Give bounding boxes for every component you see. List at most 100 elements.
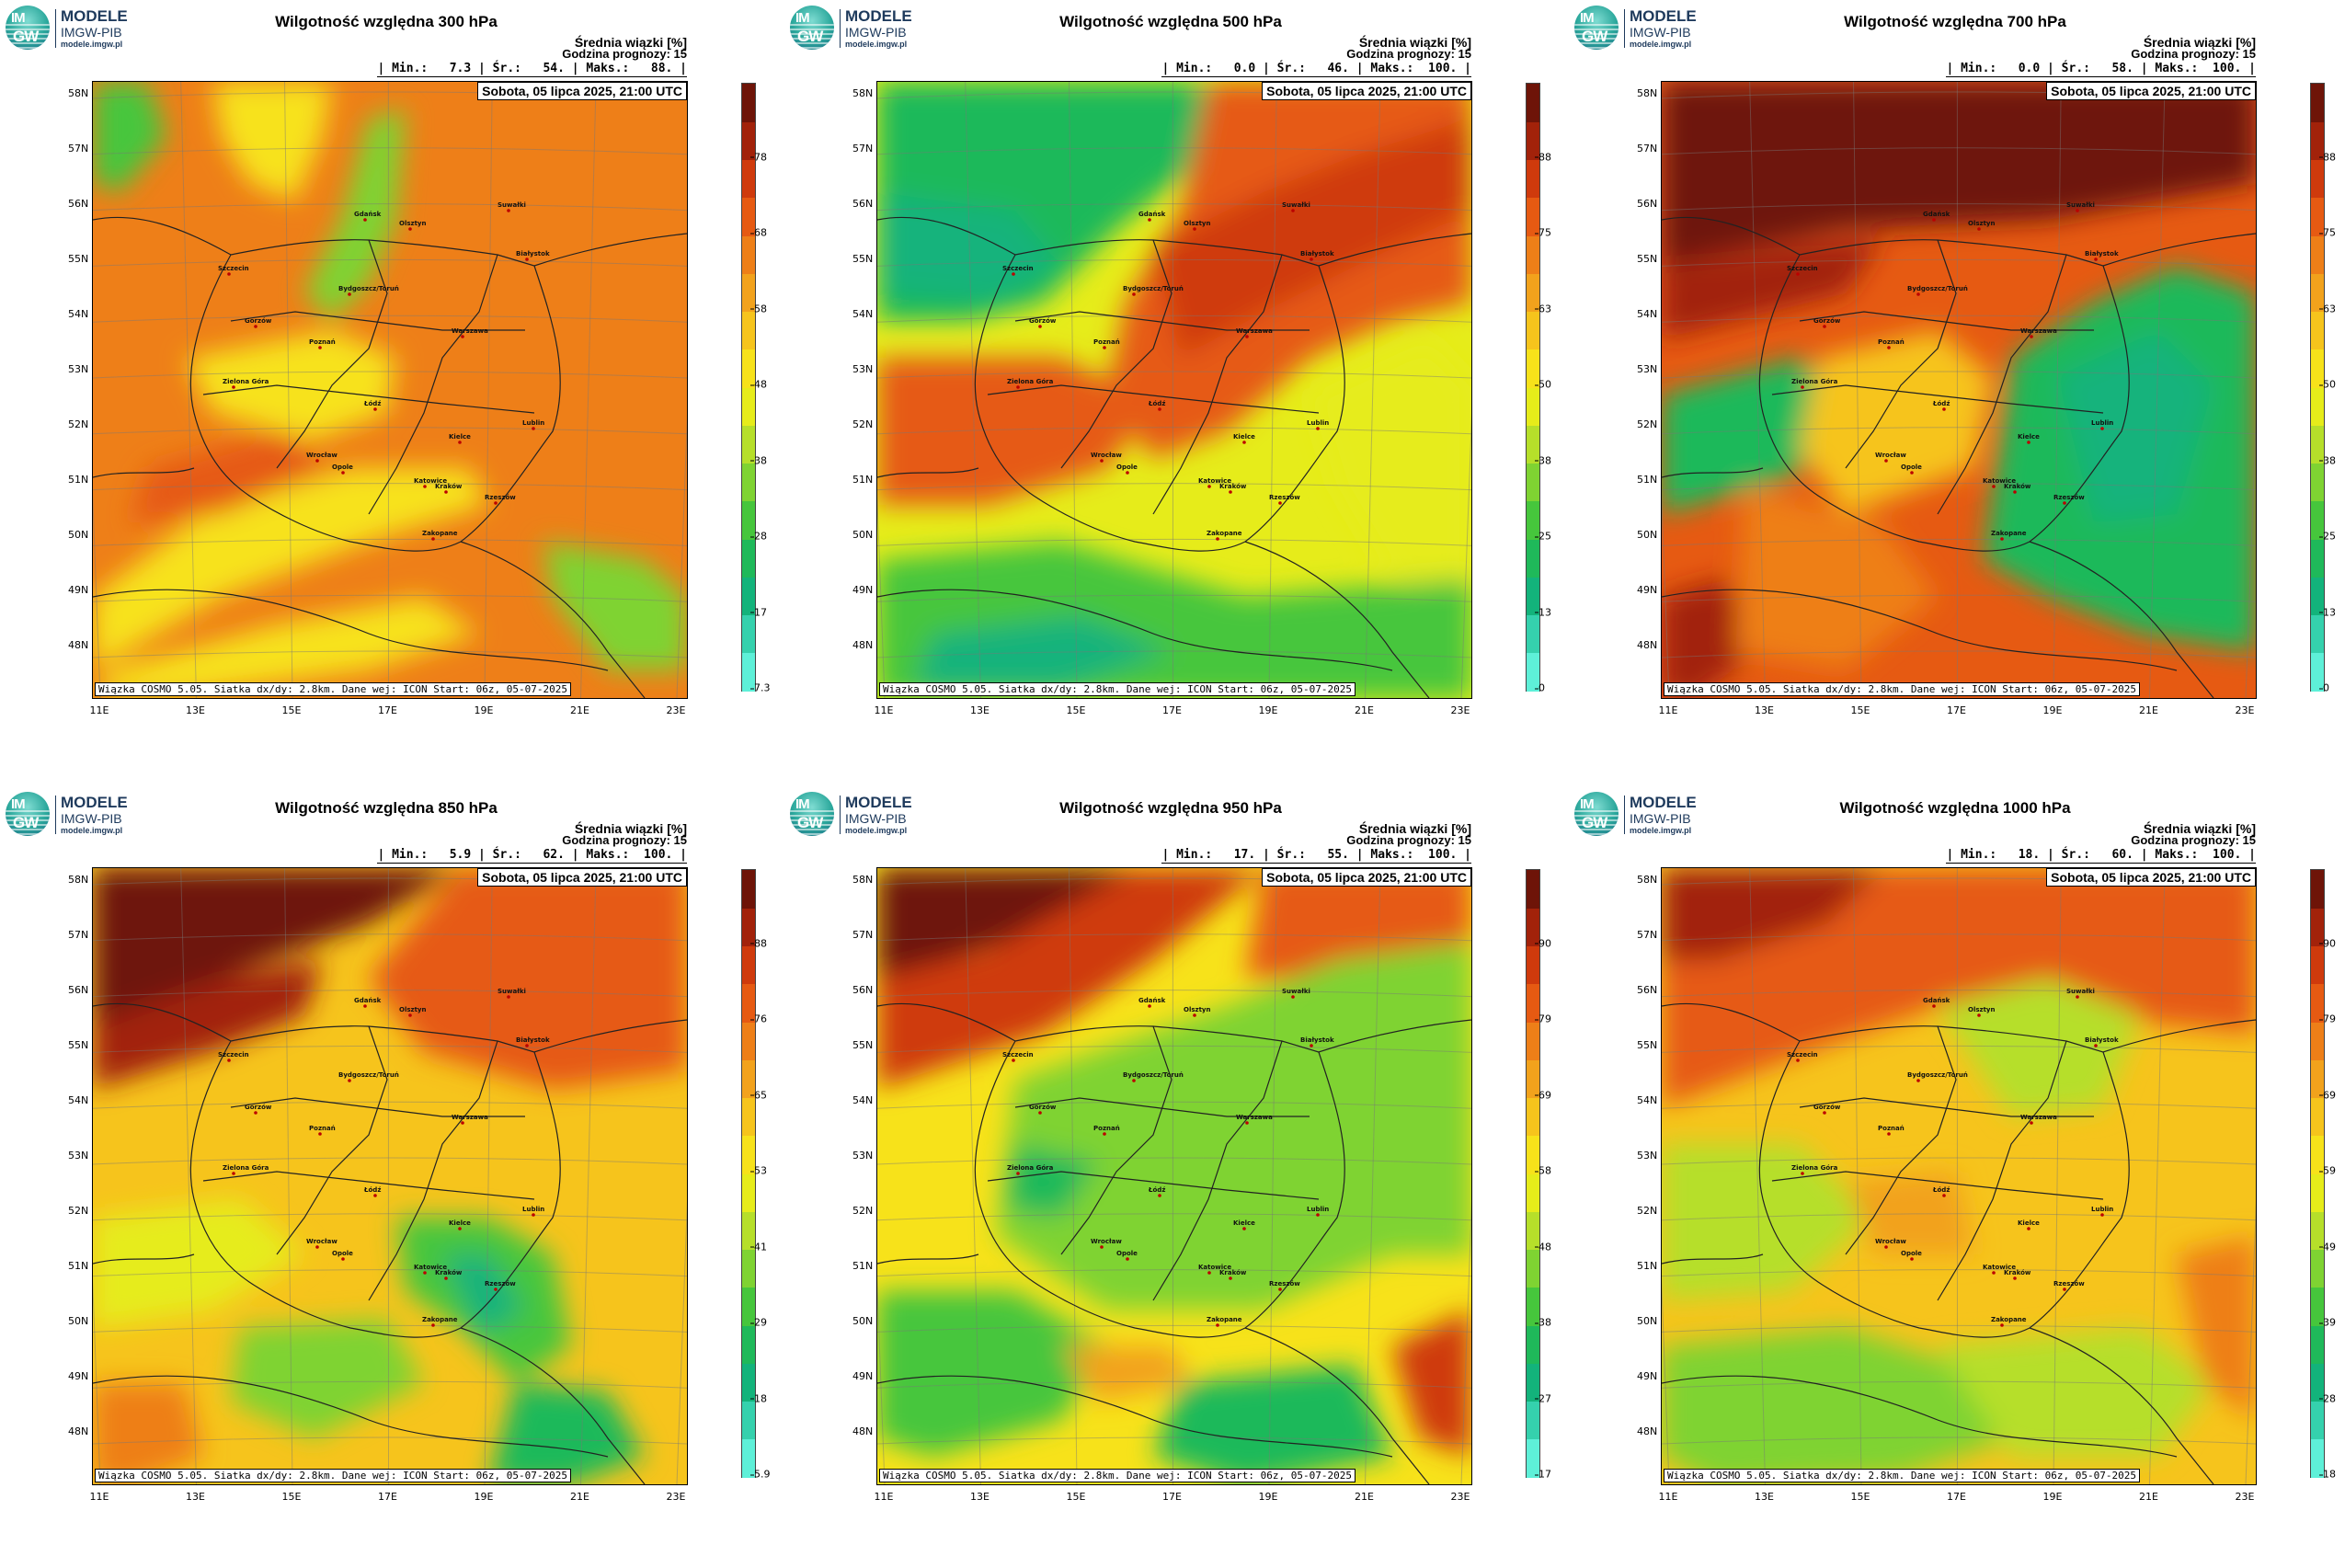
lat-label: 56N: [852, 984, 873, 996]
lat-label: 51N: [852, 474, 873, 486]
city-label: Białystok: [1300, 1036, 1334, 1044]
colorbar-segment: [742, 349, 755, 388]
colorbar-segment: [742, 425, 755, 464]
city-marker: [1910, 1257, 1914, 1261]
city-marker: [254, 1111, 257, 1115]
lat-label: 55N: [852, 1039, 873, 1051]
lat-label: 55N: [1637, 253, 1657, 265]
lon-label: 15E: [1851, 1491, 1870, 1503]
colorbar-segment: [742, 312, 755, 350]
panel-title: Wilgotność względna 850 hPa: [184, 799, 589, 818]
city-label: Suwałki: [1282, 988, 1310, 995]
colorbar-segment: [1527, 425, 1539, 464]
colorbar-tick: 38: [2323, 454, 2336, 466]
lon-label: 15E: [1067, 1491, 1086, 1503]
lat-label: 54N: [1637, 1094, 1657, 1106]
colorbar-tick: 38: [1539, 1317, 1551, 1329]
lon-label: 17E: [1947, 1491, 1966, 1503]
map-panel-5: IM GW MODELE IMGW-PIB modele.imgw.pl Wil…: [1569, 786, 2345, 1568]
colorbar-segment: [2311, 908, 2324, 946]
colorbar-tick: 78: [754, 151, 767, 163]
colorbar-segment: [742, 1439, 755, 1478]
lon-label: 11E: [875, 704, 894, 716]
city-marker: [1884, 459, 1888, 463]
colorbar-segment: [1527, 1288, 1539, 1326]
city-marker: [1158, 1194, 1161, 1197]
city-marker: [1992, 1271, 1996, 1275]
city-marker: [1823, 325, 1826, 328]
logo-subtitle: IMGW-PIB: [1630, 25, 1691, 40]
city-marker: [1148, 218, 1151, 222]
model-info: Wiązka COSMO 5.05. Siatka dx/dy: 2.8km. …: [1664, 682, 2140, 696]
city-marker: [363, 1004, 367, 1008]
lon-label: 15E: [1067, 704, 1086, 716]
lat-label: 52N: [1637, 1205, 1657, 1217]
lat-label: 53N: [852, 1150, 873, 1162]
forecast-hour-label: Godzina prognozy: 15: [562, 833, 687, 847]
city-marker: [1932, 1004, 1936, 1008]
city-label: Poznań: [1093, 1125, 1120, 1132]
colorbar-segment: [2311, 653, 2324, 692]
city-label: Gorzów: [245, 317, 272, 325]
logo-url: modele.imgw.pl: [845, 826, 907, 835]
colorbar-segment: [2311, 1439, 2324, 1478]
imgw-logo: IM GW MODELE IMGW-PIB modele.imgw.pl: [1574, 792, 1722, 838]
lat-label: 52N: [68, 418, 88, 430]
city-marker: [1126, 1257, 1129, 1261]
lat-label: 48N: [852, 1425, 873, 1437]
city-marker: [2030, 335, 2033, 338]
colorbar-segment: [1527, 1402, 1539, 1440]
colorbar-tick: 79: [2323, 1013, 2336, 1025]
city-marker: [1887, 346, 1891, 349]
city-marker: [2027, 441, 2030, 444]
city-marker: [1012, 1059, 1015, 1062]
lat-label: 58N: [852, 87, 873, 99]
colorbar-segment: [742, 160, 755, 199]
lat-label: 49N: [852, 584, 873, 596]
lon-label: 13E: [186, 1491, 205, 1503]
model-info: Wiązka COSMO 5.05. Siatka dx/dy: 2.8km. …: [879, 682, 1356, 696]
colorbar-tick: 29: [754, 1317, 767, 1329]
city-label: Rzeszów: [2053, 494, 2085, 501]
panel-title: Wilgotność względna 500 hPa: [968, 13, 1373, 31]
city-label: Gdańsk: [1923, 211, 1950, 218]
city-marker: [1216, 1323, 1219, 1327]
city-label: Suwałki: [1282, 201, 1310, 209]
lon-label: 13E: [186, 704, 205, 716]
city-label: Kielce: [1233, 433, 1255, 441]
colorbar-tick: 28: [2323, 1392, 2336, 1404]
colorbar-tick: 58: [1539, 1165, 1551, 1177]
city-marker: [1132, 1079, 1136, 1082]
city-label: Poznań: [1878, 1125, 1905, 1132]
colorbar-segment: [1527, 1211, 1539, 1250]
lat-label: 51N: [1637, 474, 1657, 486]
city-label: Zielona Góra: [223, 1164, 269, 1172]
colorbar-tick: 18: [754, 1392, 767, 1404]
city-label: Gdańsk: [1923, 997, 1950, 1004]
city-label: Zielona Góra: [1007, 1164, 1054, 1172]
lat-label: 52N: [852, 418, 873, 430]
city-label: Rzeszów: [485, 1280, 516, 1288]
city-label: Lublin: [1307, 419, 1329, 427]
lat-label: 52N: [68, 1205, 88, 1217]
logo-title: MODELE: [1630, 794, 1697, 812]
city-marker: [1132, 292, 1136, 296]
colorbar-segment: [2311, 349, 2324, 388]
lat-label: 48N: [852, 639, 873, 651]
colorbar-tick: 17: [1539, 1469, 1551, 1481]
map-panel-2: IM GW MODELE IMGW-PIB modele.imgw.pl Wil…: [1569, 0, 2345, 782]
lat-label: 58N: [852, 874, 873, 886]
city-label: Białystok: [2085, 250, 2119, 258]
colorbar-segment: [742, 946, 755, 985]
city-label: Suwałki: [498, 988, 526, 995]
lat-label: 50N: [852, 1315, 873, 1327]
city-marker: [227, 272, 231, 276]
city-label: Rzeszów: [1269, 1280, 1300, 1288]
colorbar-segment: [1527, 653, 1539, 692]
